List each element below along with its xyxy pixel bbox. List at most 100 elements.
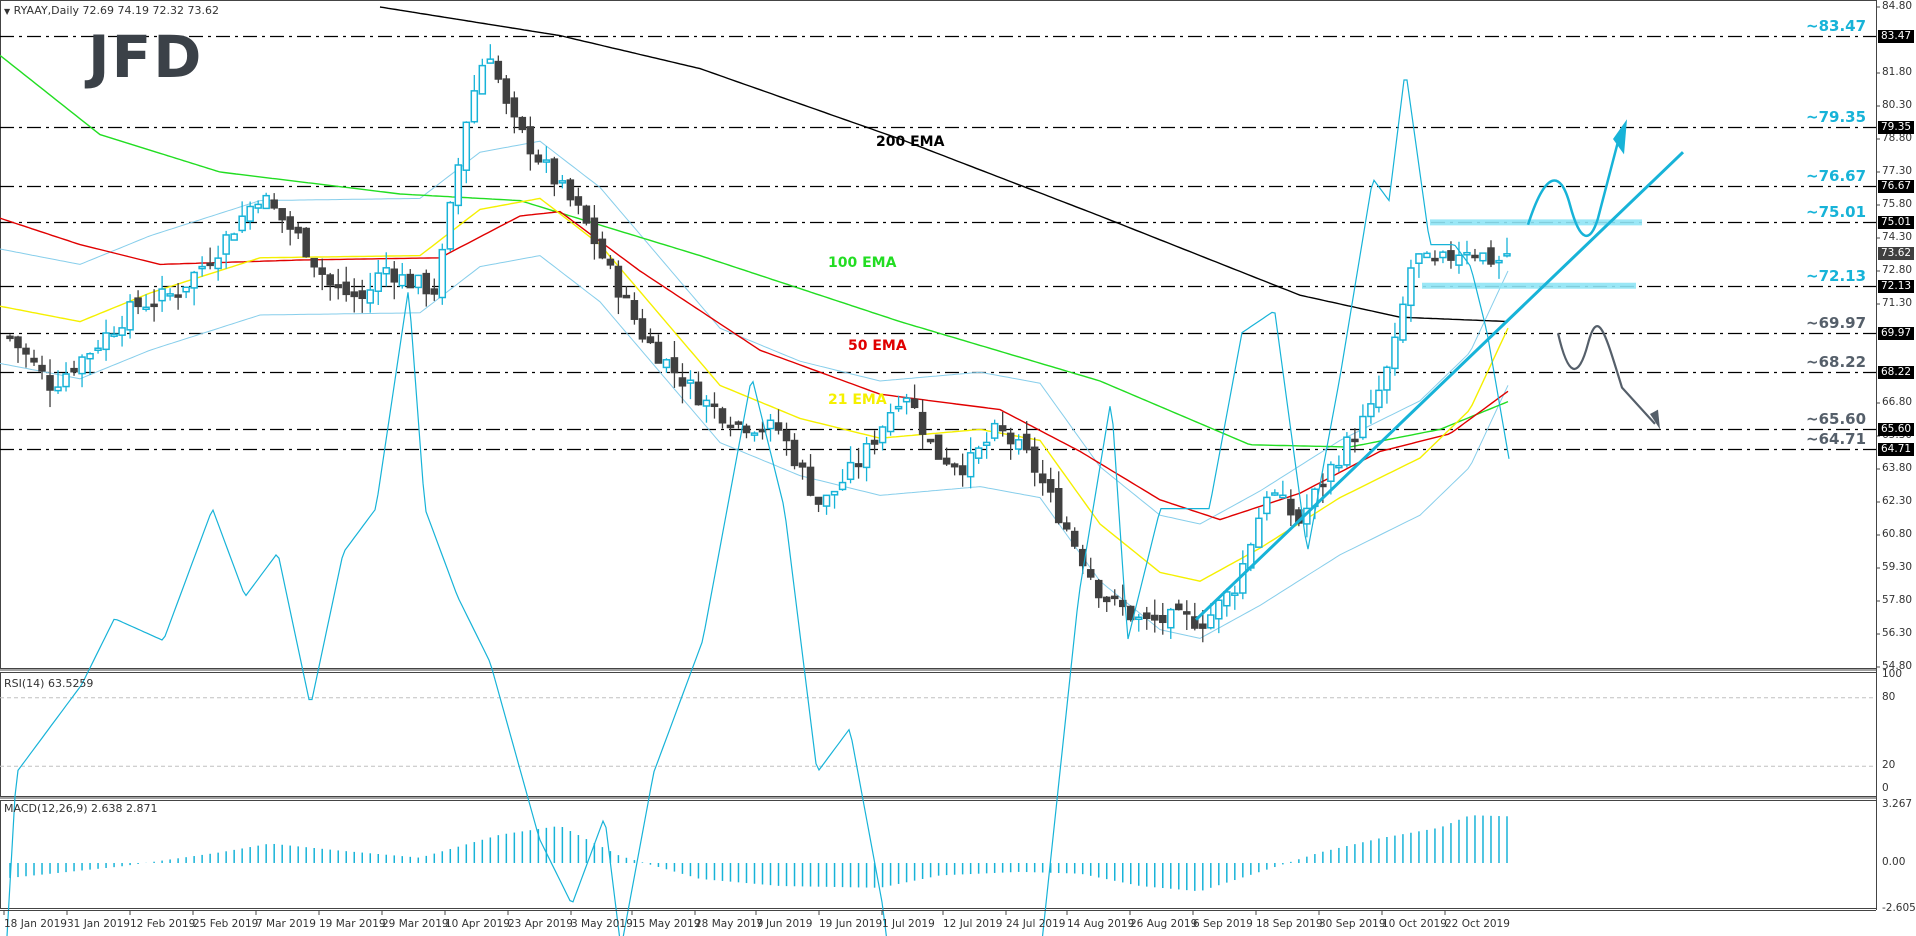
price-tick-label: 66.80 bbox=[1882, 396, 1913, 408]
bearish-arrow-head-icon bbox=[1650, 409, 1660, 430]
candle-bull bbox=[1399, 303, 1407, 341]
candle-bull bbox=[766, 419, 775, 430]
candle-bear bbox=[1046, 479, 1055, 493]
candle-bull bbox=[982, 441, 991, 446]
candle-bull bbox=[974, 447, 983, 459]
jfd-logo: JFD bbox=[88, 23, 204, 91]
candle-bull bbox=[838, 481, 847, 491]
candle-bull bbox=[1375, 389, 1383, 409]
candle-bear bbox=[678, 377, 687, 387]
bullish-arrow-head-icon bbox=[1613, 119, 1627, 155]
candle-bear bbox=[646, 336, 655, 344]
candle-bear bbox=[38, 364, 46, 372]
candle-bull bbox=[126, 301, 134, 331]
candle-bear bbox=[950, 463, 959, 468]
candle-bear bbox=[942, 457, 951, 465]
candle-bull bbox=[886, 411, 895, 433]
candle-bull bbox=[462, 121, 471, 171]
candle-bull bbox=[398, 274, 407, 287]
candle-bull bbox=[1407, 267, 1415, 307]
candle-bull bbox=[1423, 252, 1431, 259]
candle-bear bbox=[1319, 483, 1327, 488]
candle-bull bbox=[1263, 496, 1271, 515]
price-tick-label: 62.30 bbox=[1882, 495, 1913, 507]
candle-bull bbox=[1439, 251, 1447, 259]
price-tick-label: 71.30 bbox=[1882, 297, 1913, 309]
collapse-triangle-icon[interactable]: ▼ bbox=[4, 7, 11, 16]
rsi-title: RSI(14) 63.5259 bbox=[4, 677, 94, 690]
time-axis-label: 18 Sep 2019 bbox=[1256, 918, 1323, 930]
level-price-box: 68.22 bbox=[1878, 365, 1915, 379]
candle-bear bbox=[998, 425, 1007, 432]
candle-bear bbox=[294, 226, 302, 234]
level-label: ~65.60 bbox=[1806, 409, 1867, 428]
candle-bull bbox=[118, 327, 126, 336]
price-tick-label: 54.80 bbox=[1882, 660, 1913, 672]
candle-bear bbox=[718, 408, 727, 424]
candle-bear bbox=[302, 227, 310, 258]
candle-bull bbox=[246, 205, 254, 222]
candle-bull bbox=[750, 432, 759, 436]
candle-bear bbox=[598, 238, 607, 259]
rsi-axis-label: 20 bbox=[1882, 759, 1896, 772]
ema100-line bbox=[0, 54, 1509, 448]
price-tick-label: 78.80 bbox=[1882, 132, 1913, 144]
candle-bear bbox=[694, 381, 703, 406]
candle-bear bbox=[318, 267, 326, 275]
candle-bear bbox=[1175, 603, 1183, 611]
candle-bull bbox=[966, 452, 975, 478]
candle-bear bbox=[534, 154, 543, 163]
ema200-line bbox=[379, 6, 1509, 323]
candle-bear bbox=[270, 199, 278, 209]
rsi-axis-label: 0 bbox=[1882, 782, 1889, 794]
level-price-box: 76.67 bbox=[1878, 179, 1915, 193]
candle-bear bbox=[550, 158, 559, 185]
level-label: ~68.22 bbox=[1806, 352, 1867, 371]
candle-bear bbox=[870, 439, 879, 445]
candle-bear bbox=[1094, 579, 1103, 599]
price-tick-label: 84.80 bbox=[1882, 0, 1913, 12]
candle-bull bbox=[1271, 492, 1279, 496]
candle-bear bbox=[150, 303, 158, 308]
level-label: ~76.67 bbox=[1806, 166, 1867, 185]
candle-bull bbox=[1391, 336, 1399, 370]
time-axis-label: 29 Mar 2019 bbox=[382, 918, 449, 930]
resistance-zone bbox=[1430, 219, 1642, 226]
price-tick-label: 56.30 bbox=[1882, 627, 1913, 639]
candle-bull bbox=[254, 203, 262, 209]
candle-bull bbox=[1167, 608, 1175, 629]
candle-bull bbox=[1255, 517, 1263, 548]
candle-bear bbox=[726, 424, 735, 429]
candle-bull bbox=[382, 267, 391, 275]
candle-bear bbox=[310, 257, 318, 268]
candle-bear bbox=[918, 411, 927, 435]
level-price-box: 79.35 bbox=[1878, 120, 1915, 134]
candle-bull bbox=[1495, 259, 1503, 264]
candle-bull bbox=[94, 347, 102, 352]
candle-bear bbox=[1118, 599, 1127, 608]
candle-bear bbox=[278, 208, 286, 221]
candle-bull bbox=[1479, 252, 1487, 262]
candle-bull bbox=[862, 443, 871, 469]
candle-bear bbox=[654, 341, 663, 364]
candle-bear bbox=[1199, 623, 1207, 629]
candle-bear bbox=[134, 297, 142, 308]
candle-bull bbox=[54, 386, 62, 392]
candle-bull bbox=[662, 359, 671, 369]
candle-bear bbox=[1110, 595, 1119, 600]
rsi-line bbox=[6, 79, 1510, 936]
time-axis-label: 25 Feb 2019 bbox=[193, 918, 259, 930]
time-axis-label: 7 Jun 2019 bbox=[756, 918, 813, 930]
candle-bull bbox=[1359, 415, 1367, 439]
candle-bull bbox=[198, 265, 206, 270]
candle-bull bbox=[702, 399, 711, 407]
candle-bull bbox=[1367, 403, 1375, 418]
candle-bear bbox=[342, 281, 350, 296]
candle-bull bbox=[486, 58, 495, 64]
time-axis-label: 19 Jun 2019 bbox=[819, 918, 883, 930]
current-price-box: 73.62 bbox=[1878, 246, 1915, 260]
candle-bear bbox=[1022, 433, 1031, 451]
candle-bear bbox=[1038, 473, 1047, 484]
candle-bear bbox=[46, 375, 54, 391]
